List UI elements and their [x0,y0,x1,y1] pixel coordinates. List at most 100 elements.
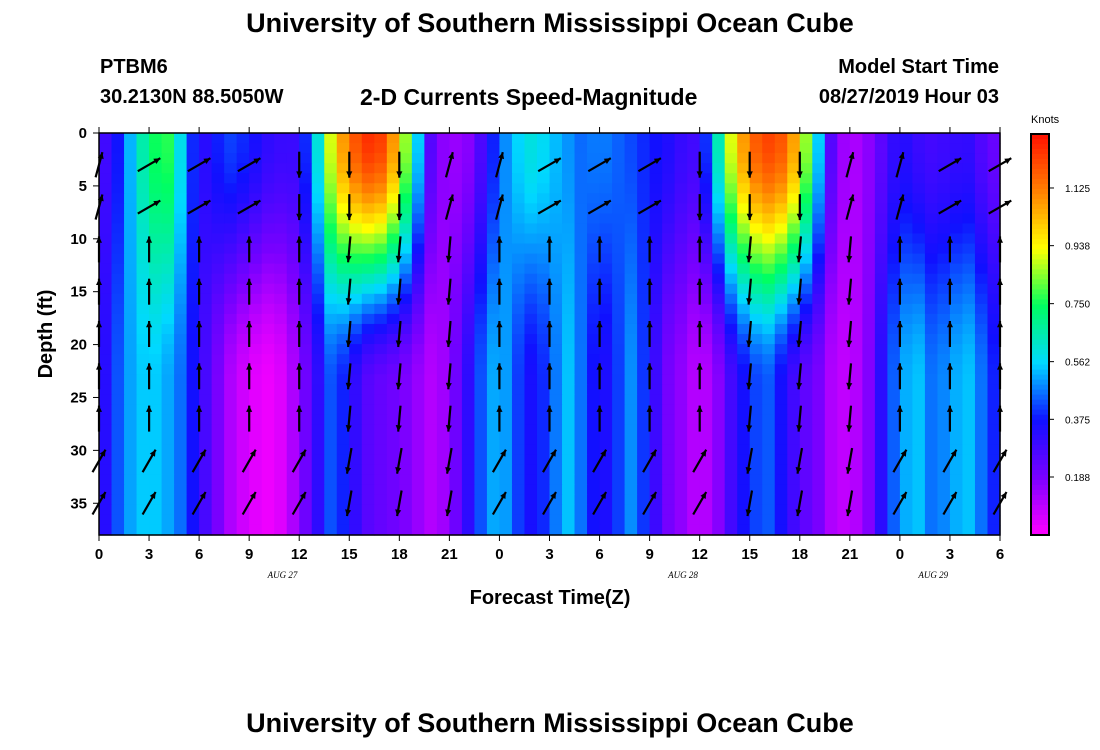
heat-cell [887,424,901,436]
heat-cell [574,484,588,496]
current-arrow [395,320,402,348]
heat-cell [674,504,688,516]
heat-cell [862,253,876,265]
heat-cell [124,183,138,194]
heat-cell [211,183,225,194]
heat-cell [386,323,400,335]
heat-cell [974,394,989,405]
heat-cell [336,374,350,385]
heat-cell [749,143,763,154]
model-start-time: 08/27/2019 Hour 03 [818,86,999,108]
heat-cell [286,454,300,466]
heat-cell [224,524,238,536]
heat-cell [624,223,638,235]
heat-cell [224,193,238,204]
heat-cell [687,293,701,305]
heat-cell [987,374,1001,385]
heat-cell [699,213,713,225]
heat-cell [236,223,250,235]
heat-cell [874,173,888,184]
heat-cell [587,334,601,345]
heat-cell [924,344,939,355]
heat-cell [324,474,338,486]
heat-cell [824,424,838,436]
heat-cell [687,504,701,516]
heat-cell [249,474,263,486]
heat-cell [637,444,651,456]
heat-cell [524,153,538,164]
heat-cell [436,223,450,235]
heat-cell [674,434,688,446]
colorbar-cell [1031,414,1049,421]
heat-cell [637,394,651,405]
heat-cell [874,454,888,466]
heat-cell [461,344,476,355]
heat-cell [712,263,726,275]
heat-cell [812,424,826,436]
heat-cell [937,243,951,255]
heat-cell [812,494,826,506]
colorbar-cell [1031,479,1049,486]
heat-cell [374,474,388,486]
heat-cell [111,243,125,255]
heat-cell [236,243,250,255]
heat-cell [549,484,563,496]
heat-cell [499,243,513,255]
heat-cell [862,404,876,415]
heat-cell [799,354,813,365]
current-arrow [942,491,958,516]
heat-cell [299,384,313,395]
heat-cell [612,183,626,194]
colorbar-cell [1031,144,1049,150]
heat-cell [887,384,901,395]
heat-cell [699,133,713,144]
heat-cell [899,404,913,415]
heat-cell [812,163,826,174]
heat-cell [837,494,851,506]
current-arrow [146,236,153,263]
heat-cell [874,243,888,255]
heat-cell [336,354,350,365]
heat-cell [249,243,263,255]
heat-cell [449,283,463,295]
heat-cell [574,434,588,446]
heat-cell [486,303,501,315]
heat-cell [649,484,663,496]
heat-cell [174,454,188,466]
heat-cell [511,514,526,526]
heat-cell [899,243,913,255]
heat-cell [499,454,513,466]
heat-cell [336,193,350,204]
heat-cell [536,273,551,285]
heat-cell [536,233,551,245]
heat-cell [499,233,513,245]
heat-cell [436,334,450,345]
heat-cell [737,233,751,245]
heat-cell [111,454,125,466]
heat-cell [774,464,788,476]
heat-cell [687,193,701,204]
heat-cell [674,283,688,295]
heat-cell [562,444,576,456]
y-tick-label: 10 [70,231,87,248]
heat-cell [774,183,788,194]
heat-cell [361,514,375,526]
heat-cell [937,133,951,144]
current-arrow [395,405,402,432]
heat-cell [649,434,663,446]
current-arrow [796,363,803,390]
heat-cell [574,344,588,355]
heat-cell [461,173,476,184]
heat-cell [299,474,313,486]
heat-cell [374,504,388,516]
heat-cell [912,484,926,496]
heat-cell [849,303,863,315]
heat-cell [424,414,438,426]
heat-cell [399,424,413,436]
heat-cell [486,213,501,225]
heat-cell [486,424,501,436]
heat-cell [411,384,425,395]
heat-cell [687,223,701,235]
heat-cell [774,344,788,355]
heat-cell [336,524,350,536]
